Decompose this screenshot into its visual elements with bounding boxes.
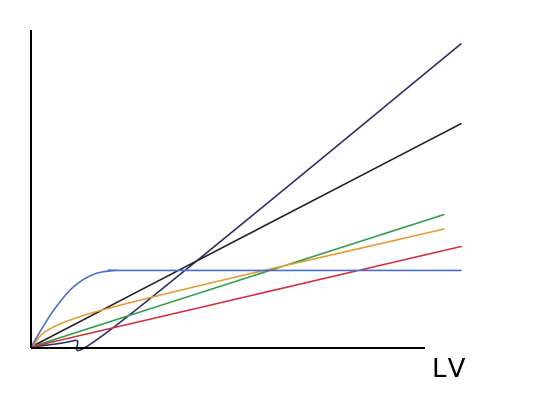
series-line-2: [30, 122, 462, 348]
series-layer: [30, 43, 462, 352]
series-line-3: [30, 213, 445, 348]
x-axis-label: LV: [432, 354, 469, 384]
series-line-5: [30, 245, 462, 348]
series-line-6: [30, 269, 462, 348]
series-line-4: [30, 228, 445, 348]
series-line-1: [30, 43, 462, 352]
